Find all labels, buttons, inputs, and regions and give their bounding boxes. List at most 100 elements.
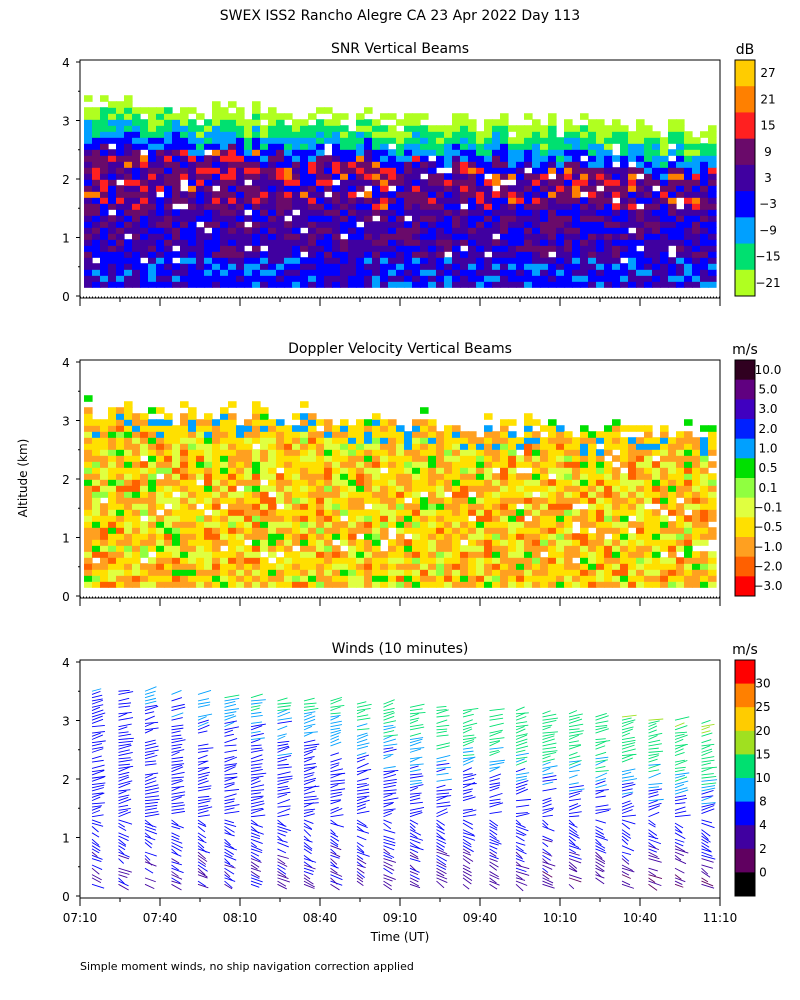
heatmap-cell [612, 209, 621, 216]
heatmap-cell [204, 413, 213, 420]
heatmap-cell [668, 527, 677, 534]
heatmap-cell [236, 125, 245, 132]
heatmap-cell [548, 425, 557, 432]
heatmap-cell [148, 185, 157, 192]
heatmap-cell [596, 431, 605, 438]
heatmap-cell [188, 503, 197, 510]
heatmap-cell [308, 557, 317, 564]
heatmap-cell [404, 269, 413, 276]
heatmap-cell [684, 137, 693, 144]
heatmap-cell [524, 113, 533, 120]
heatmap-cell [164, 491, 173, 498]
heatmap-cell [420, 227, 429, 234]
heatmap-cell [660, 239, 669, 246]
heatmap-cell [300, 233, 309, 240]
heatmap-cell [132, 239, 141, 246]
heatmap-cell [212, 575, 221, 582]
heatmap-cell [668, 479, 677, 486]
heatmap-cell [340, 239, 349, 246]
heatmap-cell [692, 185, 701, 192]
heatmap-cell [220, 557, 229, 564]
heatmap-cell [92, 161, 101, 168]
wind-barb [303, 758, 313, 763]
heatmap-cell [364, 269, 373, 276]
heatmap-cell [148, 479, 157, 486]
heatmap-cell [180, 401, 189, 408]
heatmap-cell [100, 431, 109, 438]
wind-barb [330, 808, 343, 814]
heatmap-cell [388, 473, 397, 480]
heatmap-cell [148, 269, 157, 276]
heatmap-cell [92, 563, 101, 570]
heatmap-cell [156, 263, 165, 270]
heatmap-cell [268, 245, 277, 252]
heatmap-cell [684, 179, 693, 186]
heatmap-cell [164, 167, 173, 174]
heatmap-cell [220, 167, 229, 174]
heatmap-cell [284, 455, 293, 462]
heatmap-cell [436, 449, 445, 456]
heatmap-cell [284, 539, 293, 546]
heatmap-cell [508, 551, 517, 558]
heatmap-cell [508, 227, 517, 234]
heatmap-cell [692, 503, 701, 510]
heatmap-cell [228, 275, 237, 282]
heatmap-cell [396, 173, 405, 180]
wind-barb [277, 740, 290, 744]
heatmap-cell [524, 257, 533, 264]
heatmap-cell [204, 167, 213, 174]
heatmap-cell [508, 185, 517, 192]
heatmap-cell [572, 179, 581, 186]
heatmap-cell [220, 149, 229, 156]
heatmap-cell [524, 509, 533, 516]
colorbar-label: −1.0 [753, 540, 782, 554]
heatmap-cell [684, 575, 693, 582]
heatmap-cell [596, 215, 605, 222]
heatmap-cell [276, 239, 285, 246]
colorbar-swatch [735, 138, 755, 166]
wind-barb [224, 697, 240, 702]
heatmap-cell [692, 491, 701, 498]
heatmap-cell [708, 449, 717, 456]
heatmap-cell [276, 527, 285, 534]
heatmap-cell [356, 449, 365, 456]
heatmap-cell [180, 197, 189, 204]
heatmap-cell [228, 119, 237, 126]
heatmap-cell [396, 161, 405, 168]
heatmap-cell [132, 551, 141, 558]
heatmap-cell [116, 527, 125, 534]
heatmap-cell [692, 215, 701, 222]
heatmap-cell [348, 251, 357, 258]
heatmap-cell [612, 281, 621, 288]
heatmap-cell [404, 125, 413, 132]
heatmap-cell [484, 557, 493, 564]
heatmap-cell [156, 563, 165, 570]
heatmap-cell [620, 203, 629, 210]
heatmap-cell [380, 557, 389, 564]
heatmap-cell [124, 473, 133, 480]
wind-barb [330, 877, 338, 885]
heatmap-cell [316, 221, 325, 228]
colorbar-label: 5.0 [758, 383, 777, 397]
heatmap-cell [548, 275, 557, 282]
heatmap-cell [404, 449, 413, 456]
heatmap-cell [140, 521, 149, 528]
heatmap-cell [452, 233, 461, 240]
heatmap-cell [588, 557, 597, 564]
heatmap-cell [556, 209, 565, 216]
heatmap-cell [220, 227, 229, 234]
wind-barb [356, 769, 368, 776]
heatmap-cell [196, 551, 205, 558]
heatmap-cell [252, 137, 261, 144]
heatmap-cell [292, 161, 301, 168]
heatmap-cell [236, 245, 245, 252]
wind-barb [224, 729, 234, 734]
heatmap-cell [100, 281, 109, 288]
heatmap-cell [420, 461, 429, 468]
heatmap-cell [300, 209, 309, 216]
heatmap-cell [396, 551, 405, 558]
wind-barb [303, 766, 317, 769]
heatmap-cell [452, 557, 461, 564]
heatmap-cell [412, 569, 421, 576]
heatmap-cell [468, 281, 477, 288]
